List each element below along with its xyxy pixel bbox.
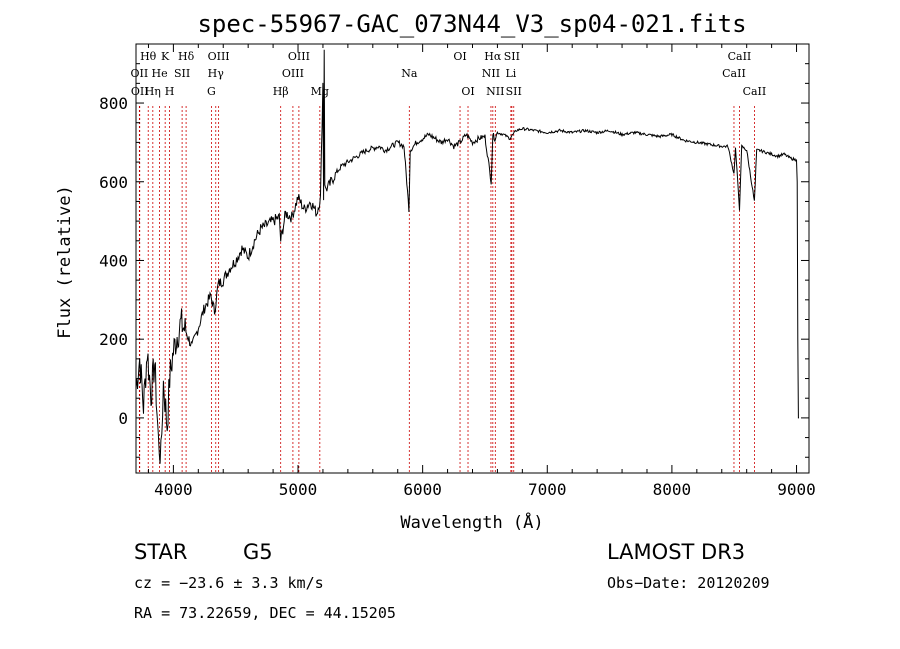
line-label: Hα <box>484 50 502 63</box>
line-label: OI <box>461 85 474 98</box>
observation-date: Obs−Date: 20120209 <box>607 574 770 592</box>
line-label: OII <box>131 67 149 80</box>
line-label: OI <box>453 50 466 63</box>
x-tick-label: 9000 <box>777 480 816 499</box>
chart-title: spec-55967-GAC_073N44_V3_sp04-021.fits <box>197 10 746 38</box>
line-label: He <box>152 67 168 80</box>
line-label: H <box>165 85 175 98</box>
y-tick-label: 400 <box>99 251 128 270</box>
line-label: OIII <box>208 50 230 63</box>
line-label: CaII <box>743 85 767 98</box>
object-class: STAR <box>134 540 188 564</box>
x-axis-label: Wavelength (Å) <box>400 511 543 533</box>
survey-name: LAMOST DR3 <box>607 540 746 564</box>
line-label: NII <box>486 85 504 98</box>
x-tick-label: 6000 <box>403 480 442 499</box>
x-tick-label: 4000 <box>154 480 193 499</box>
line-label: Hθ <box>140 50 157 63</box>
line-label: Hγ <box>208 67 225 80</box>
axis-ticks: 4000 5000 6000 7000 8000 9000 0 200 400 600 800 <box>99 44 816 499</box>
spectral-line-markers <box>138 106 755 473</box>
line-label: Na <box>401 67 418 80</box>
line-label: OIII <box>282 67 304 80</box>
line-label: Mg <box>311 85 329 98</box>
line-label: Hη <box>145 85 161 98</box>
flux-series-line <box>135 49 799 464</box>
x-tick-label: 8000 <box>653 480 692 499</box>
x-tick-label: 5000 <box>279 480 318 499</box>
y-tick-label: 600 <box>99 173 128 192</box>
line-label: SII <box>174 67 190 80</box>
y-tick-label: 0 <box>118 409 128 428</box>
line-label: CaII <box>722 67 746 80</box>
line-label: OIII <box>288 50 310 63</box>
line-label: SII <box>506 85 522 98</box>
line-label: G <box>207 85 216 98</box>
redshift-velocity: cz = −23.6 ± 3.3 km/s <box>134 574 324 592</box>
spectral-subclass: G5 <box>243 540 273 564</box>
line-label: CaII <box>728 50 752 63</box>
y-tick-label: 200 <box>99 330 128 349</box>
line-label: SII <box>504 50 520 63</box>
y-axis-label: Flux (relative) <box>55 185 75 339</box>
line-label: K <box>161 50 170 63</box>
line-label: Li <box>505 67 516 80</box>
x-tick-label: 7000 <box>528 480 567 499</box>
line-label: NII <box>482 67 500 80</box>
y-tick-label: 800 <box>99 94 128 113</box>
coordinates: RA = 73.22659, DEC = 44.15205 <box>134 604 396 622</box>
line-label: Hβ <box>273 85 289 98</box>
line-label: OII <box>131 85 149 98</box>
series-layer <box>135 49 799 464</box>
line-label: Hδ <box>178 50 195 63</box>
